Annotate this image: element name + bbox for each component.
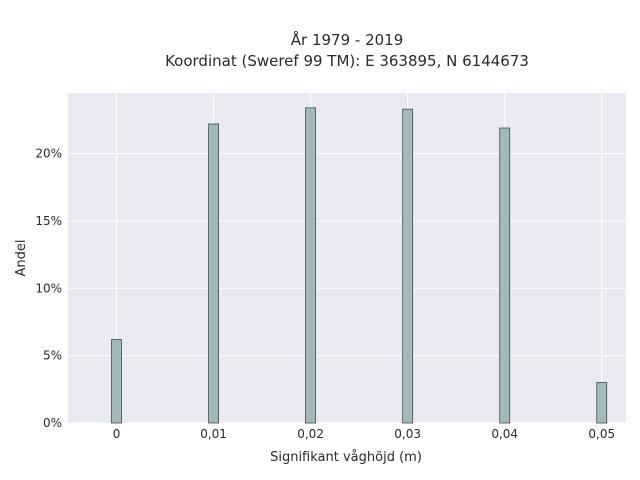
- bar-1: [208, 123, 219, 424]
- chart-title-line-1: År 1979 - 2019: [291, 30, 404, 49]
- chart-title-line-2: Koordinat (Sweref 99 TM): E 363895, N 61…: [165, 52, 529, 70]
- y-tick-label-4: 20%: [35, 147, 62, 161]
- x-tick-label-4: 0,04: [491, 427, 518, 441]
- bars: [111, 107, 608, 424]
- y-tick-label-2: 10%: [35, 281, 62, 295]
- x-tick-label-1: 0,01: [200, 427, 227, 441]
- y-axis-label: Andel: [14, 240, 29, 277]
- bar-2: [305, 107, 317, 424]
- bar-3: [402, 108, 414, 424]
- bar-5: [596, 382, 608, 424]
- y-tick-label-0: 0%: [43, 416, 62, 430]
- x-tick-label-2: 0,02: [297, 427, 324, 441]
- y-tick-label-1: 5%: [43, 349, 62, 363]
- x-axis-ticks: 0 0,01 0,02 0,03 0,04 0,05: [113, 427, 615, 441]
- x-tick-label-0: 0: [113, 427, 121, 441]
- x-tick-label-3: 0,03: [394, 427, 421, 441]
- bar-4: [499, 127, 511, 424]
- plot-area: [68, 93, 626, 423]
- y-tick-label-3: 15%: [35, 214, 62, 228]
- chart-title: År 1979 - 2019 Koordinat (Sweref 99 TM):…: [165, 30, 529, 70]
- bar-0: [111, 339, 122, 424]
- y-axis-ticks: 0% 5% 10% 15% 20%: [35, 147, 62, 430]
- x-tick-label-5: 0,05: [588, 427, 615, 441]
- x-axis-label: Signifikant våghöjd (m): [270, 450, 422, 465]
